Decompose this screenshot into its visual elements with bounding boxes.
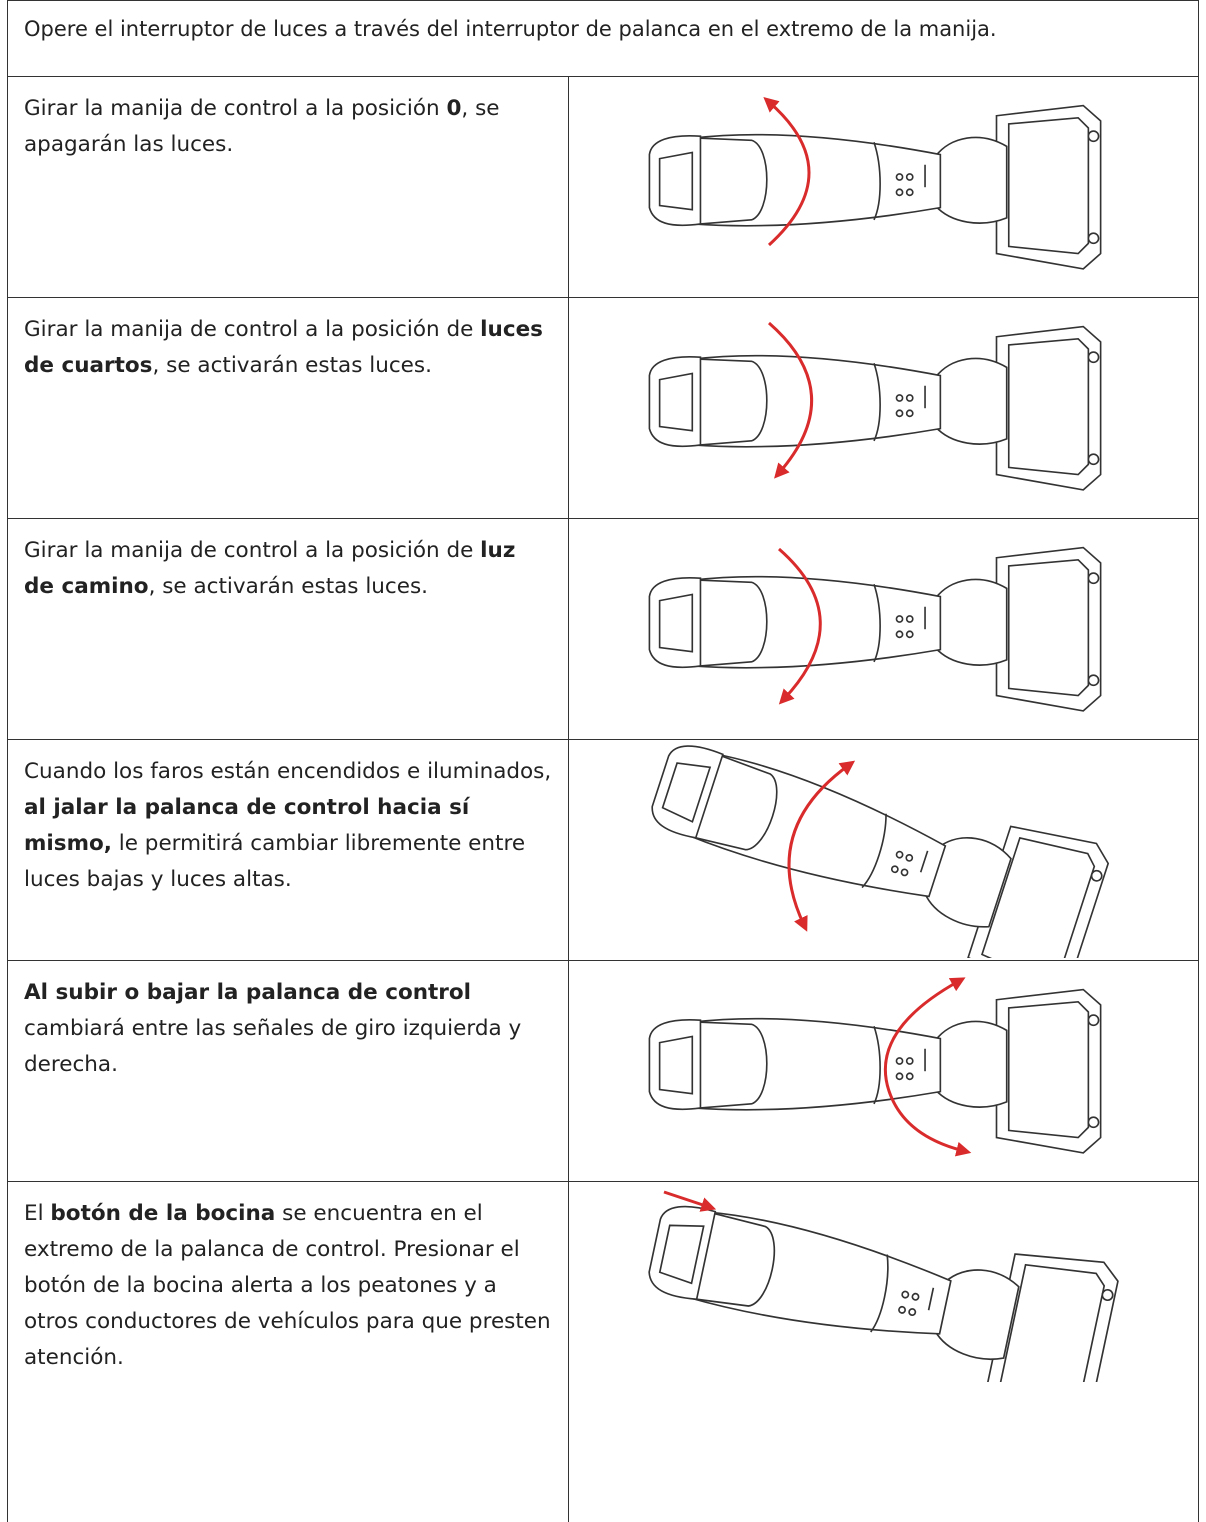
text: , se activarán estas luces. — [152, 353, 431, 378]
bold-text: 0 — [446, 96, 461, 121]
bold-text: botón de la bocina — [50, 1201, 275, 1226]
text: se encuentra en el extremo de la palanca… — [24, 1201, 551, 1370]
bold-text: Al subir o bajar la palanca de control — [24, 980, 471, 1005]
row-text: Cuando los faros están encendidos e ilum… — [8, 740, 569, 961]
text: Cuando los faros están encendidos e ilum… — [24, 759, 551, 784]
text: El — [24, 1201, 50, 1226]
text: , se activarán estas luces. — [149, 574, 428, 599]
row-text: Girar la manija de control a la posición… — [8, 77, 569, 298]
text: Girar la manija de control a la posición — [24, 96, 446, 121]
header: Opere el interruptor de luces a través d… — [8, 1, 1199, 77]
row-text: Girar la manija de control a la posición… — [8, 519, 569, 740]
illustration — [569, 298, 1199, 516]
row-text: El botón de la bocina se encuentra en el… — [8, 1182, 569, 1522]
instruction-table: Opere el interruptor de luces a través d… — [7, 0, 1199, 1522]
illustration — [569, 77, 1199, 295]
row-text: Girar la manija de control a la posición… — [8, 298, 569, 519]
illustration — [569, 1182, 1199, 1382]
text: cambiará entre las señales de giro izqui… — [24, 1016, 521, 1077]
text: Girar la manija de control a la posición… — [24, 317, 480, 342]
row-text: Al subir o bajar la palanca de control c… — [8, 961, 569, 1182]
illustration — [569, 740, 1199, 958]
illustration — [569, 961, 1199, 1179]
illustration — [569, 519, 1199, 737]
text: Girar la manija de control a la posición… — [24, 538, 480, 563]
